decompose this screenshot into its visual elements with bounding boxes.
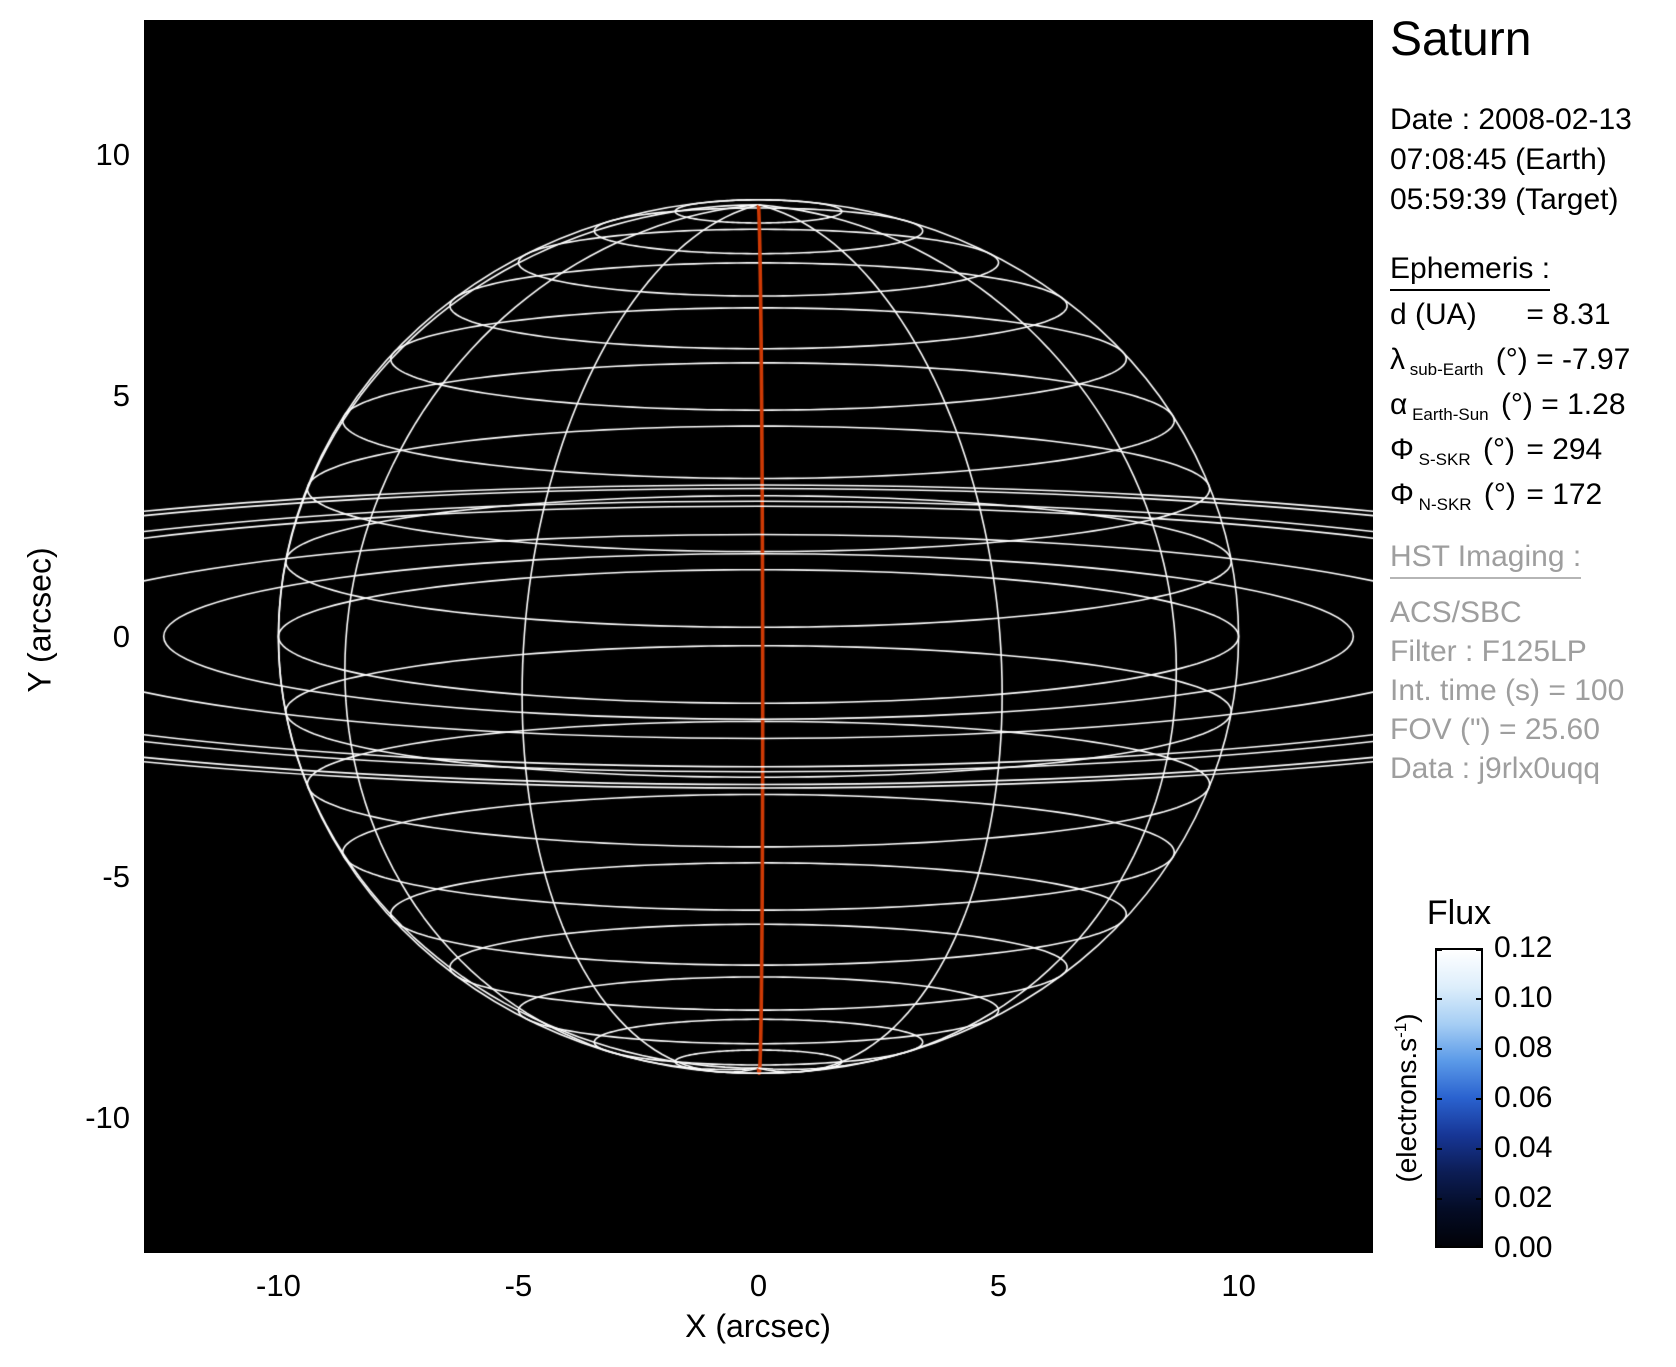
hst-imaging-lines: ACS/SBC Filter : F125LP Int. time (s) = 10…	[1390, 593, 1624, 788]
colorbar-tick-label: 0.10	[1494, 981, 1553, 1014]
colorbar-unit-label: (electrons.s-1)	[1390, 1013, 1423, 1183]
colorbar-tick-mark	[1476, 1098, 1483, 1100]
x-axis-label: X (arcsec)	[685, 1308, 831, 1344]
colorbar-tick-mark	[1476, 1148, 1483, 1150]
colorbar-tick-mark	[1476, 1245, 1483, 1247]
hst-imaging-line: Filter : F125LP	[1390, 635, 1587, 668]
colorbar-tick-mark	[1476, 1048, 1483, 1050]
colorbar-tick-mark	[1435, 998, 1442, 1000]
y-tick-label: 10	[95, 136, 130, 172]
hst-imaging-line: Data : j9rlx0uqq	[1390, 752, 1601, 785]
ephemeris-row: λ sub-Earth (°) = -7.97	[1390, 343, 1631, 379]
y-axis-label: Y (arcsec)	[21, 547, 58, 693]
observation-date: Date : 2008-02-13	[1390, 103, 1632, 136]
colorbar-tick-label: 0.04	[1494, 1131, 1553, 1164]
hst-imaging-block: HST Imaging : ACS/SBC Filter : F125LP Int.…	[1390, 540, 1624, 788]
x-tick-label: 10	[1221, 1268, 1256, 1303]
ephemeris-row: d (UA) = 8.31	[1390, 298, 1611, 331]
colorbar-tick-mark	[1435, 1245, 1442, 1247]
colorbar-title: Flux	[1426, 894, 1492, 932]
colorbar-tick-label: 0.00	[1494, 1231, 1553, 1264]
page-title: Saturn	[1390, 13, 1532, 66]
ephemeris-row: Φ N-SKR (°) = 172	[1390, 478, 1603, 514]
colorbar-tick-mark	[1476, 998, 1483, 1000]
x-tick-label: 5	[989, 1268, 1008, 1303]
x-tick-label: -10	[256, 1268, 301, 1303]
ephemeris-rows: d (UA) = 8.31 λ sub-Earth (°) = -7.97 α Ea…	[1390, 298, 1630, 523]
observation-target-time: 05:59:39 (Target)	[1390, 183, 1619, 216]
colorbar-tick-mark	[1435, 949, 1442, 951]
ephemeris-row: Φ S-SKR (°) = 294	[1390, 433, 1603, 469]
colorbar-tick-label: 0.02	[1494, 1181, 1553, 1214]
y-tick-label: -5	[102, 859, 130, 895]
colorbar-tick-mark	[1476, 949, 1483, 951]
observation-earth-time: 07:08:45 (Earth)	[1390, 143, 1607, 176]
hst-imaging-line: Int. time (s) = 100	[1390, 674, 1625, 707]
x-tick-label: -5	[504, 1268, 533, 1303]
observation-block: Date : 2008-02-13 07:08:45 (Earth) 05:59…	[1390, 100, 1632, 220]
plot-canvas	[144, 20, 1373, 1253]
y-tick-label: -10	[85, 1100, 130, 1136]
hst-imaging-heading: HST Imaging :	[1390, 540, 1624, 579]
colorbar-tick-mark	[1435, 1048, 1442, 1050]
colorbar-tick-mark	[1435, 1198, 1442, 1200]
y-tick-label: 0	[112, 618, 130, 654]
y-tick-label: 5	[112, 377, 130, 413]
ephemeris-row: α Earth-Sun (°) = 1.28	[1390, 388, 1626, 424]
colorbar-tick-mark	[1476, 1198, 1483, 1200]
colorbar-tick-label: 0.06	[1494, 1081, 1553, 1114]
x-tick-label: 0	[749, 1268, 768, 1303]
colorbar-tick-mark	[1435, 1148, 1442, 1150]
hst-imaging-line: ACS/SBC	[1390, 596, 1522, 629]
hst-imaging-line: FOV (") = 25.60	[1390, 713, 1600, 746]
colorbar-tick-label: 0.12	[1494, 931, 1553, 964]
colorbar-tick-label: 0.08	[1494, 1031, 1553, 1064]
ephemeris-heading: Ephemeris :	[1390, 252, 1551, 291]
colorbar-tick-mark	[1435, 1098, 1442, 1100]
